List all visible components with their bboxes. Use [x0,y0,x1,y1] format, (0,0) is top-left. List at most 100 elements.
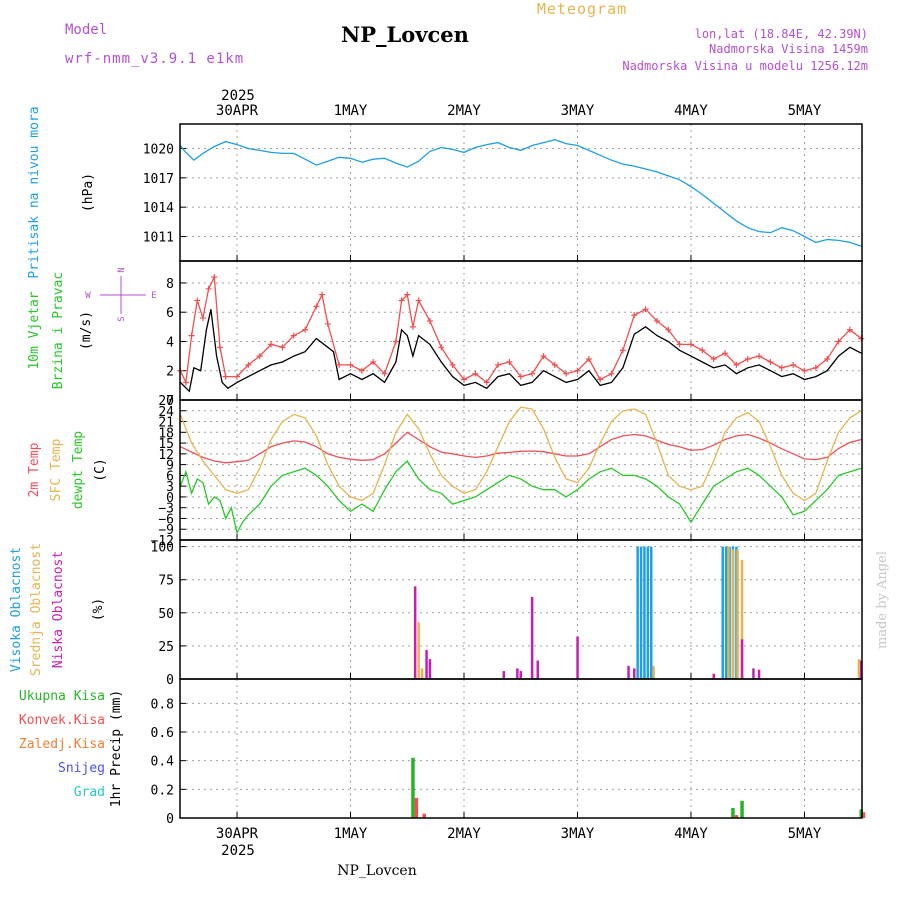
gust-point [336,361,343,368]
gust-point [585,356,592,363]
series-line-1 [179,406,862,502]
panel-0: 1011 1014 1017 1020 Pritisak na nivou mora (h… [27,106,863,279]
gust-point [381,370,388,377]
y-tick-label: 0.4 [151,755,175,770]
x-label-bottom: 30APR [216,826,259,842]
gust-point [824,356,831,363]
compass-w-label: W [85,291,91,301]
gust-point [574,367,581,374]
bar [576,636,579,679]
bar [650,546,653,679]
gust-point [404,291,411,298]
gust-point [182,379,189,386]
bar [519,671,522,679]
y-tick-label: 21 [158,416,174,431]
bar [411,757,415,818]
gust-point [409,323,416,330]
gust-point [211,274,218,281]
y-tick-label: 15 [158,437,174,452]
gust-point [835,338,842,345]
gust-point [710,356,717,363]
gust-point [517,373,524,380]
gust-point [653,317,660,324]
bar [425,649,428,679]
compass-e-label: E [151,291,156,301]
y-tick-label: 0 [166,812,174,827]
x-label-top: 3MAY [561,103,595,119]
bar [721,546,724,679]
x-label-top: 30APR [216,103,259,119]
bar [724,546,728,679]
panel-frame [179,123,863,262]
gust-point [551,361,558,368]
gust-point [483,379,490,386]
y-tick-label: 0 [166,394,174,409]
year-bottom-label: 2025 [221,843,255,859]
model-altitude-label: Nadmorska Visina u modelu 1256.12m [622,59,868,73]
gust-point [392,338,399,345]
gust-point [290,332,297,339]
bar [734,815,739,818]
bar [636,546,639,679]
bar [652,665,655,679]
y-axis-label: 2m Temp [27,442,42,497]
bar [639,546,643,679]
panels: 1011 1014 1017 1020 Pritisak na nivou mora (h… [9,103,866,842]
gust-point [426,317,433,324]
watermark: made by Angel [875,551,890,649]
y-tick-label: 12 [158,448,174,463]
bar [414,797,419,818]
bar [740,639,744,679]
model-name: wrf-nmm_v3.9.1 e1km [65,51,244,67]
x-label-top: 5MAY [788,103,822,119]
station-title: NP_Lovcen [341,22,469,47]
gust-point [245,361,252,368]
y-tick-label: 25 [158,640,174,655]
y-axis-label: Niska Oblacnost [51,551,66,668]
gust-point [438,344,445,351]
y-tick-label: 0.6 [151,726,174,741]
y-tick-label: 24 [158,405,174,420]
lonlat-label: lon,lat (18.84E, 42.39N) [695,27,868,41]
gust-point [188,332,195,339]
y-axis-label: dewpt Temp [71,431,86,509]
legend-item-1: Konvek.Kisa [19,713,105,728]
precip-legend: Ukupna Kisa Konvek.Kisa Zaledj.Kisa Snijeg G… [19,689,105,800]
gust-point [461,376,467,383]
y-axis-label: Visoka Oblacnost [9,547,24,672]
gust-point [256,353,263,360]
gust-point [608,370,615,377]
bar [417,622,420,679]
gust-point [756,353,763,360]
gust-point [642,306,649,313]
bar [757,669,761,679]
bar [536,660,539,679]
bar [643,546,646,679]
y-tick-label: −3 [158,502,174,517]
series-line-0 [179,139,862,247]
y-tick-label: 2 [166,365,174,380]
gust-point [699,347,706,354]
x-label-bottom: 3MAY [561,826,595,842]
gust-point [313,303,320,310]
y-tick-label: 1011 [143,231,174,246]
y-axis-label: 10m Vjetar [27,291,42,369]
legend-item-4: Grad [74,785,105,800]
bar [530,596,534,679]
gust-point [688,341,694,348]
gust-point [370,358,377,365]
gust-point [744,356,751,363]
gust-point [268,341,275,348]
y-tick-label: 0 [166,491,174,506]
y-tick-label: 1017 [143,172,174,187]
series-line-0 [180,431,862,464]
legend-item-2: Zaledj.Kisa [19,737,105,752]
gust-point [733,361,740,368]
y-tick-label: −6 [158,512,174,527]
gust-point [222,373,229,380]
series-line-0 [179,309,862,393]
gust-point [205,285,212,292]
bar [731,549,735,679]
gust-point [279,344,286,351]
